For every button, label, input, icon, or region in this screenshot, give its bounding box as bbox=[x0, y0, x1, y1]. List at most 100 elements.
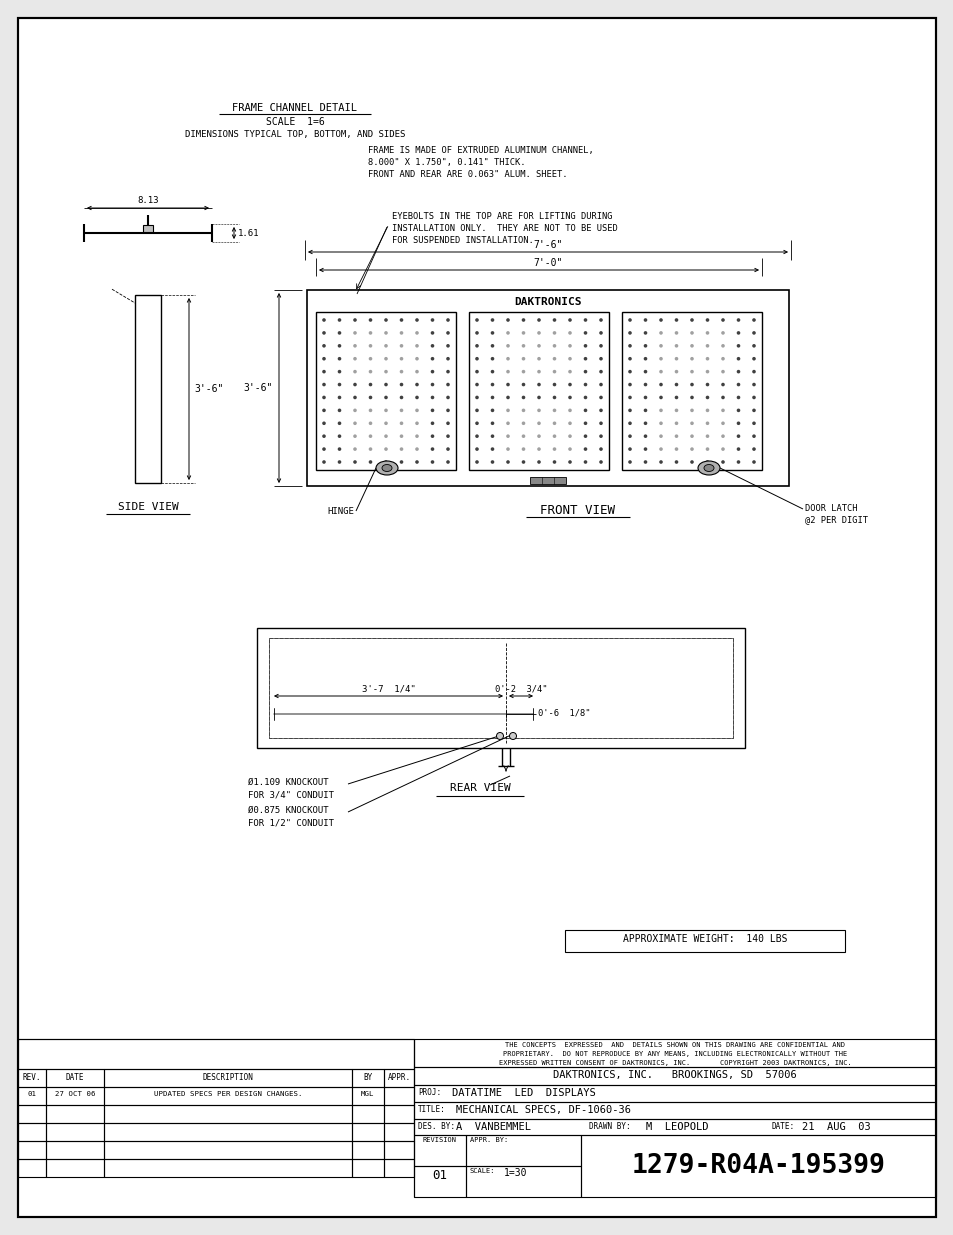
Circle shape bbox=[490, 395, 494, 399]
Circle shape bbox=[435, 655, 438, 658]
Circle shape bbox=[583, 331, 587, 335]
Circle shape bbox=[446, 409, 449, 412]
Circle shape bbox=[475, 421, 478, 425]
Circle shape bbox=[399, 319, 403, 322]
Circle shape bbox=[568, 345, 571, 347]
Circle shape bbox=[689, 461, 693, 464]
Circle shape bbox=[736, 409, 740, 412]
Circle shape bbox=[583, 383, 587, 387]
Text: PROPRIETARY.  DO NOT REPRODUCE BY ANY MEANS, INCLUDING ELECTRONICALLY WITHOUT TH: PROPRIETARY. DO NOT REPRODUCE BY ANY MEA… bbox=[502, 1051, 846, 1057]
Circle shape bbox=[475, 409, 478, 412]
Circle shape bbox=[705, 421, 709, 425]
Circle shape bbox=[564, 721, 568, 725]
Ellipse shape bbox=[698, 461, 720, 475]
Circle shape bbox=[552, 395, 556, 399]
Text: BY: BY bbox=[363, 1073, 373, 1082]
Circle shape bbox=[689, 369, 693, 373]
Circle shape bbox=[430, 357, 434, 361]
Circle shape bbox=[627, 319, 631, 322]
Text: Ø0.875 KNOCKOUT: Ø0.875 KNOCKOUT bbox=[248, 806, 328, 815]
Text: 7'-0": 7'-0" bbox=[533, 258, 562, 268]
Circle shape bbox=[537, 345, 540, 347]
Text: PROJ:: PROJ: bbox=[417, 1088, 440, 1097]
Bar bbox=[465, 1135, 580, 1166]
Text: 01: 01 bbox=[28, 1091, 36, 1097]
Circle shape bbox=[689, 447, 693, 451]
Circle shape bbox=[583, 447, 587, 451]
Bar bbox=[104, 1141, 352, 1158]
Text: REAR VIEW: REAR VIEW bbox=[449, 783, 510, 793]
Circle shape bbox=[475, 319, 478, 322]
Bar bbox=[104, 1070, 352, 1087]
Text: 1.61: 1.61 bbox=[237, 228, 259, 237]
Circle shape bbox=[322, 447, 326, 451]
Circle shape bbox=[337, 461, 341, 464]
Circle shape bbox=[490, 435, 494, 438]
Circle shape bbox=[384, 395, 387, 399]
Text: FRONT VIEW: FRONT VIEW bbox=[540, 504, 615, 517]
Circle shape bbox=[446, 357, 449, 361]
Circle shape bbox=[643, 331, 647, 335]
Circle shape bbox=[643, 421, 647, 425]
Circle shape bbox=[384, 319, 387, 322]
Bar bbox=[384, 1087, 414, 1105]
Circle shape bbox=[552, 447, 556, 451]
Circle shape bbox=[368, 435, 372, 438]
Text: 3'-7  1/4": 3'-7 1/4" bbox=[361, 684, 415, 693]
Text: FRONT AND REAR ARE 0.063" ALUM. SHEET.: FRONT AND REAR ARE 0.063" ALUM. SHEET. bbox=[368, 170, 567, 179]
Circle shape bbox=[751, 369, 755, 373]
Ellipse shape bbox=[703, 464, 713, 472]
Bar bbox=[352, 1105, 384, 1123]
Text: 27 OCT 06: 27 OCT 06 bbox=[54, 1091, 95, 1097]
Circle shape bbox=[384, 447, 387, 451]
Text: DATE:: DATE: bbox=[771, 1123, 794, 1131]
Circle shape bbox=[598, 447, 602, 451]
Circle shape bbox=[568, 409, 571, 412]
Circle shape bbox=[736, 319, 740, 322]
Circle shape bbox=[490, 345, 494, 347]
Bar bbox=[352, 1123, 384, 1141]
Circle shape bbox=[337, 421, 341, 425]
Circle shape bbox=[490, 319, 494, 322]
Text: TITLE:: TITLE: bbox=[417, 1105, 445, 1114]
Circle shape bbox=[674, 461, 678, 464]
Circle shape bbox=[506, 369, 509, 373]
Circle shape bbox=[689, 357, 693, 361]
Text: EYEBOLTS IN THE TOP ARE FOR LIFTING DURING: EYEBOLTS IN THE TOP ARE FOR LIFTING DURI… bbox=[392, 212, 612, 221]
Bar bbox=[18, 1039, 414, 1070]
Circle shape bbox=[305, 721, 309, 725]
Circle shape bbox=[568, 395, 571, 399]
Text: THE CONCEPTS  EXPRESSED  AND  DETAILS SHOWN ON THIS DRAWING ARE CONFIDENTIAL AND: THE CONCEPTS EXPRESSED AND DETAILS SHOWN… bbox=[504, 1042, 844, 1049]
Bar bbox=[256, 629, 744, 748]
Circle shape bbox=[659, 421, 662, 425]
Bar bbox=[46, 1087, 104, 1105]
Circle shape bbox=[430, 435, 434, 438]
Circle shape bbox=[568, 421, 571, 425]
Circle shape bbox=[720, 319, 724, 322]
Circle shape bbox=[521, 369, 525, 373]
Circle shape bbox=[643, 435, 647, 438]
Circle shape bbox=[720, 369, 724, 373]
Circle shape bbox=[337, 345, 341, 347]
Circle shape bbox=[643, 409, 647, 412]
Circle shape bbox=[705, 435, 709, 438]
Circle shape bbox=[705, 447, 709, 451]
Circle shape bbox=[705, 357, 709, 361]
Circle shape bbox=[720, 421, 724, 425]
Bar bbox=[530, 477, 565, 484]
Circle shape bbox=[384, 345, 387, 347]
Circle shape bbox=[627, 345, 631, 347]
Bar bbox=[384, 1105, 414, 1123]
Circle shape bbox=[659, 369, 662, 373]
Circle shape bbox=[537, 331, 540, 335]
Circle shape bbox=[705, 461, 709, 464]
Bar bbox=[414, 1102, 935, 1119]
Circle shape bbox=[598, 319, 602, 322]
Circle shape bbox=[751, 435, 755, 438]
Circle shape bbox=[627, 461, 631, 464]
Circle shape bbox=[583, 357, 587, 361]
Circle shape bbox=[627, 435, 631, 438]
Circle shape bbox=[446, 319, 449, 322]
Circle shape bbox=[552, 435, 556, 438]
Bar bbox=[18, 1123, 46, 1141]
